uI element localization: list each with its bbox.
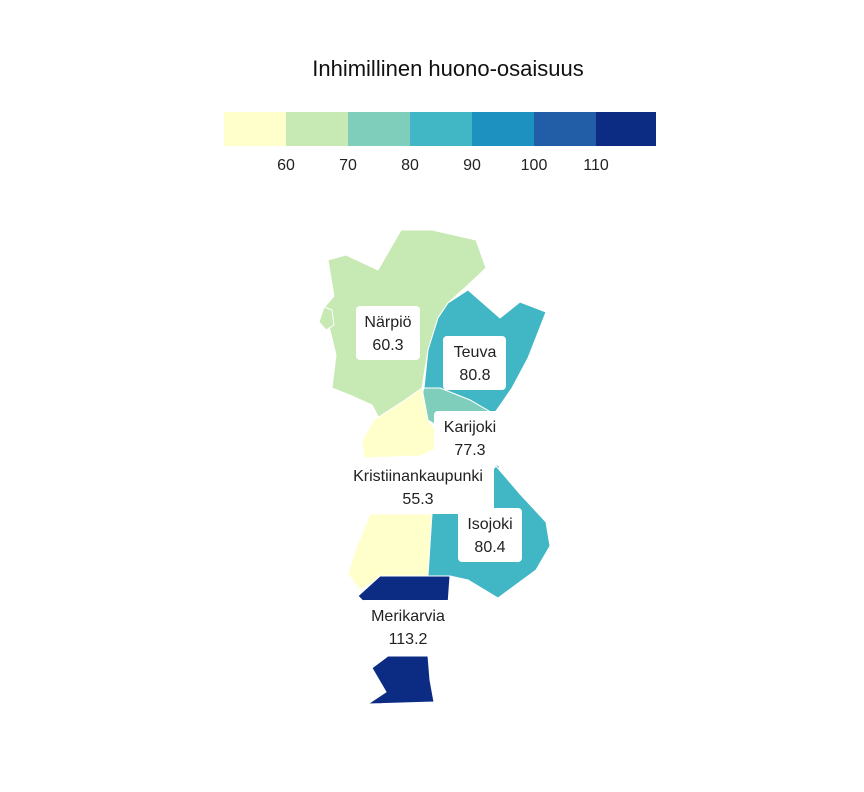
legend-bin-5: [472, 112, 534, 146]
label-kristiinankaupunki: Kristiinankaupunki 55.3: [342, 460, 494, 514]
label-narpio-value: 60.3: [372, 337, 403, 354]
label-karijoki-name: Karijoki: [444, 419, 496, 436]
legend-bin-1: [224, 112, 286, 146]
legend-bin-4: [410, 112, 472, 146]
legend-bin-3: [348, 112, 410, 146]
label-isojoki-name: Isojoki: [467, 516, 512, 533]
label-merikarvia: Merikarvia 113.2: [360, 600, 456, 654]
legend-bin-2: [286, 112, 348, 146]
legend-tick-90: 90: [463, 157, 481, 174]
legend-title: Inhimillinen huono-osaisuus: [312, 56, 584, 81]
legend-color-bar: [224, 112, 656, 146]
legend-bin-7: [596, 112, 656, 146]
label-kristiinankaupunki-name: Kristiinankaupunki: [353, 468, 483, 485]
label-narpio-name: Närpiö: [364, 314, 411, 331]
legend-tick-70: 70: [339, 157, 357, 174]
label-karijoki: Karijoki 77.3: [434, 411, 506, 465]
label-merikarvia-name: Merikarvia: [371, 608, 445, 625]
region-kristiinankaupunki: [347, 387, 447, 591]
legend-tick-110: 110: [583, 157, 609, 174]
label-kristiinankaupunki-value: 55.3: [402, 491, 433, 508]
label-merikarvia-value: 113.2: [389, 631, 428, 648]
label-karijoki-value: 77.3: [454, 442, 485, 459]
label-isojoki: Isojoki 80.4: [458, 508, 522, 562]
label-teuva-name: Teuva: [454, 344, 497, 361]
legend-tick-labels: 60 70 80 90 100 110: [277, 157, 609, 174]
label-teuva-value: 80.8: [459, 367, 490, 384]
legend-tick-60: 60: [277, 157, 295, 174]
legend-tick-80: 80: [401, 157, 419, 174]
legend-bin-6: [534, 112, 596, 146]
legend-tick-100: 100: [521, 157, 548, 174]
label-isojoki-value: 80.4: [474, 539, 505, 556]
label-narpio: Närpiö 60.3: [356, 306, 420, 360]
label-teuva: Teuva 80.8: [443, 336, 506, 390]
